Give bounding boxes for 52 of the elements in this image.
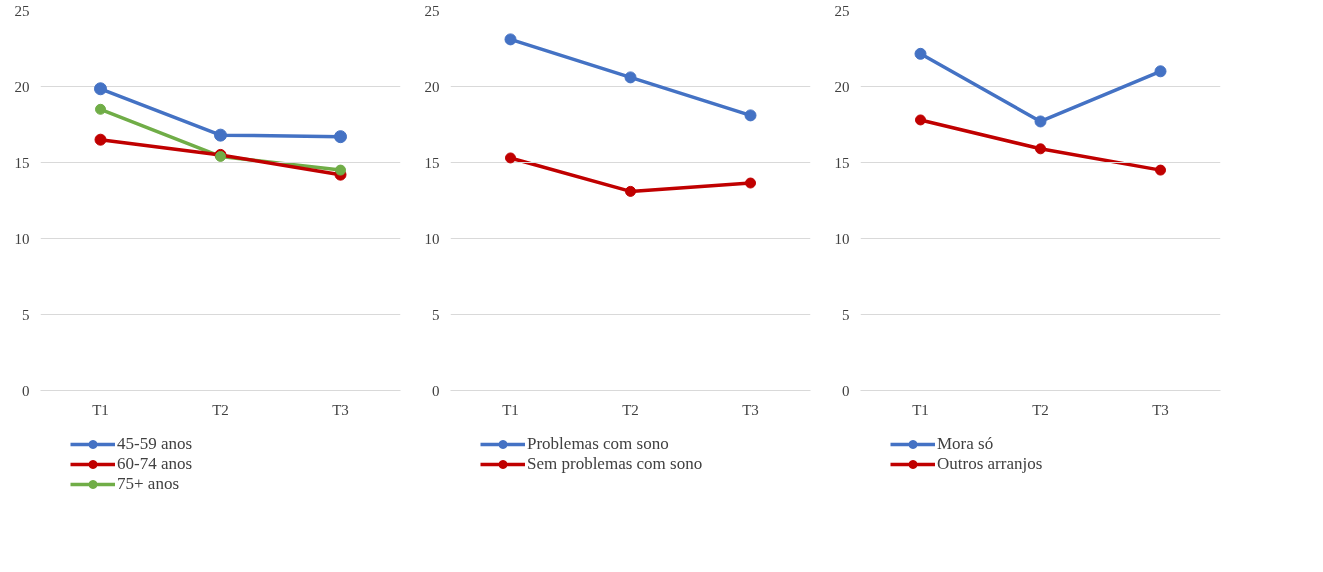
y-tick-label: 0	[432, 382, 440, 399]
point	[504, 33, 517, 46]
legend-label: Mora só	[937, 434, 994, 454]
point	[915, 114, 926, 126]
y-tick-label: 0	[22, 382, 30, 399]
y-tick-label: 25	[424, 2, 440, 19]
point	[94, 82, 107, 96]
point	[95, 103, 106, 115]
x-tick-label: T2	[212, 401, 229, 418]
x-tick-label: T3	[1152, 401, 1169, 418]
y-tick-label: 10	[14, 230, 30, 247]
y-tick-label: 15	[14, 154, 30, 171]
y-tick-label: 15	[834, 154, 850, 171]
y-tick-label: 5	[432, 306, 440, 323]
y-tick-label: 0	[842, 382, 850, 399]
y-tick-label: 15	[424, 154, 440, 171]
y-tick-label: 5	[22, 306, 30, 323]
point	[1034, 115, 1047, 128]
point	[914, 47, 927, 60]
x-tick-label: T1	[912, 401, 929, 418]
y-tick-label: 10	[424, 230, 440, 247]
legend-label: Sem problemas com sono	[527, 454, 703, 474]
y-tick-label: 20	[14, 78, 30, 95]
point	[505, 152, 516, 164]
x-tick-label: T2	[1032, 401, 1049, 418]
point	[94, 133, 107, 146]
x-tick-label: T3	[742, 401, 759, 418]
point	[1035, 143, 1046, 155]
legend-label: Problemas com sono	[527, 434, 669, 454]
legend-label: Outros arranjos	[937, 454, 1043, 474]
x-tick-label: T1	[92, 401, 109, 418]
point	[744, 109, 757, 122]
point	[1154, 65, 1167, 78]
point	[334, 130, 347, 144]
y-tick-label: 25	[14, 2, 30, 19]
legend-label: 45-59 anos	[117, 434, 193, 454]
x-tick-label: T3	[332, 401, 349, 418]
point	[624, 71, 637, 84]
point	[1155, 164, 1166, 176]
point	[625, 185, 636, 197]
legend-label: 60-74 anos	[117, 454, 193, 474]
y-tick-label: 25	[834, 2, 850, 19]
point	[214, 128, 227, 142]
y-tick-label: 5	[842, 306, 850, 323]
y-tick-label: 20	[834, 78, 850, 95]
legend-label: 75+ anos	[117, 474, 179, 494]
x-tick-label: T1	[502, 401, 519, 418]
point	[745, 177, 756, 189]
point	[335, 164, 346, 176]
x-tick-label: T2	[622, 401, 639, 418]
y-tick-label: 20	[424, 78, 440, 95]
y-tick-label: 10	[834, 230, 850, 247]
